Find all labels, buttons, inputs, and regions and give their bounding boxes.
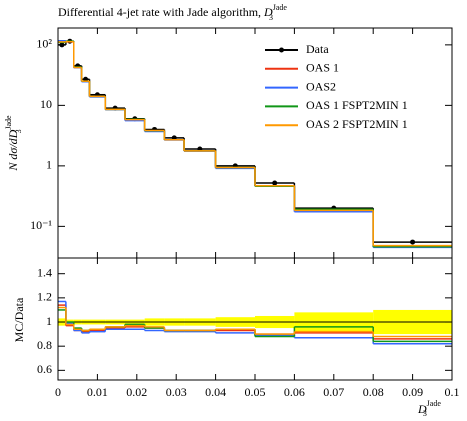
x-tick-label: 0.08	[363, 385, 384, 399]
legend-label: Data	[306, 42, 329, 56]
y-tick-label: 10	[40, 97, 52, 111]
y-tick-label: 0.6	[37, 362, 52, 376]
x-tick-label: 0.02	[126, 385, 147, 399]
y-tick-label: 1.4	[37, 265, 52, 279]
y-tick-label: 0.8	[37, 338, 52, 352]
legend-label: OAS2	[306, 79, 336, 93]
legend-label: OAS 1 FSPT2MIN 1	[306, 98, 408, 112]
x-tick-label: 0.07	[323, 385, 344, 399]
plot-frame	[57, 27, 453, 259]
x-tick-label: 0.05	[245, 385, 266, 399]
x-tick-label: 0.01	[87, 385, 108, 399]
legend-marker	[279, 47, 284, 53]
chart-title: Differential 4-jet rate with Jade algori…	[58, 3, 287, 22]
y-tick-label: 10⁻¹	[30, 218, 52, 232]
y-tick-label: 1	[46, 158, 52, 172]
x-axis-label: DJade 3	[417, 399, 441, 418]
legend-label: OAS 1	[306, 61, 339, 75]
x-tick-label: 0.06	[284, 385, 305, 399]
x-tick-label: 0.04	[205, 385, 226, 399]
y-axis-label: N dσ/dDJade3	[4, 115, 23, 172]
x-tick-label: 0.1	[445, 385, 460, 399]
y-tick-label: 10²	[36, 37, 52, 51]
y-tick-label: 1	[46, 314, 52, 328]
x-tick-label: 0.03	[166, 385, 187, 399]
data-point	[272, 180, 278, 186]
data-point	[410, 239, 416, 245]
legend-label: OAS 2 FSPT2MIN 1	[306, 117, 408, 131]
x-tick-label: 0.09	[402, 385, 423, 399]
ratio-y-label: MC/Data	[12, 297, 26, 342]
y-tick-label: 1.2	[37, 290, 52, 304]
x-tick-label: 0	[55, 385, 61, 399]
